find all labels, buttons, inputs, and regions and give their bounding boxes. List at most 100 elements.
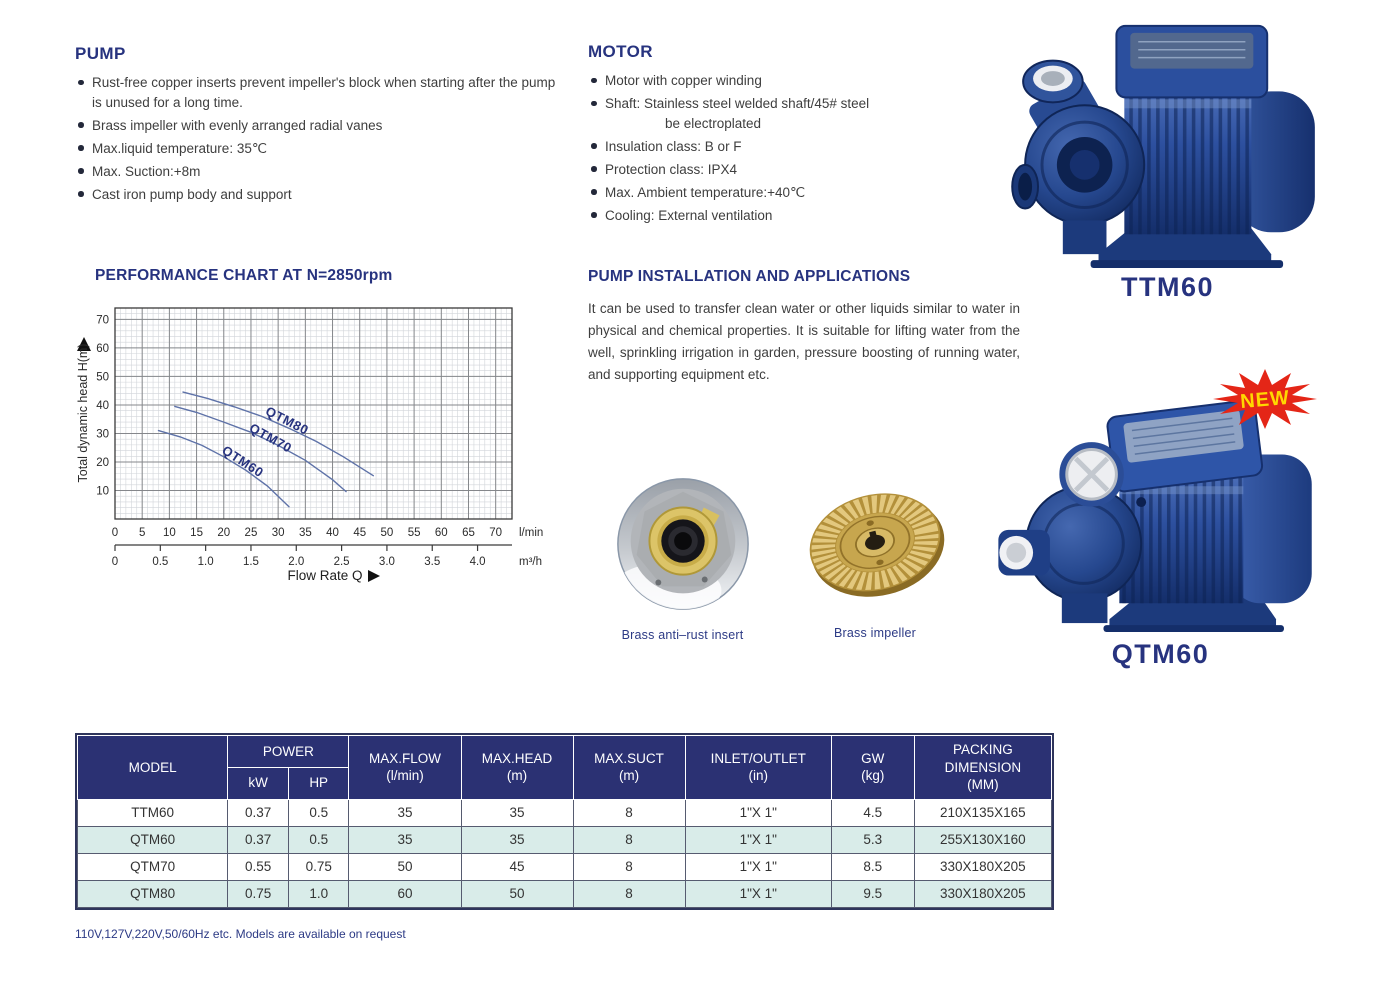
motor-end-cap xyxy=(1234,91,1315,233)
motor-end-cap xyxy=(1229,454,1312,604)
brass-insert-figure: Brass anti–rust insert xyxy=(600,470,765,642)
bullet-item: Motor with copper winding xyxy=(588,71,1028,91)
bullet-item: Cooling: External ventilation xyxy=(588,206,1028,226)
table-cell: 8.5 xyxy=(830,852,915,881)
table-cell: 330X180X205 xyxy=(913,852,1053,881)
motor-section: MOTOR Motor with copper winding Shaft: St… xyxy=(588,42,1028,229)
col-header-max-head: MAX.HEAD (m) xyxy=(460,735,574,800)
bullet-item: Max.liquid temperature: 35℃ xyxy=(75,139,560,159)
table-row: QTM60 0.37 0.5 35 35 8 1"X 1" 5.3 255X130X160 xyxy=(76,825,1053,854)
bullet-item: Max. Ambient temperature:+40℃ xyxy=(588,183,1028,203)
ttm60-figure: TTM60 xyxy=(995,16,1340,303)
table-cell: 4.5 xyxy=(830,798,915,827)
bullet-continuation: be electroplated xyxy=(665,115,762,131)
svg-text:55: 55 xyxy=(408,527,421,539)
table-cell: 255X130X160 xyxy=(913,825,1053,854)
svg-text:3.5: 3.5 xyxy=(424,556,440,568)
svg-text:m³/h: m³/h xyxy=(519,556,542,568)
table-cell: 8 xyxy=(572,879,686,908)
curve-QTM70 xyxy=(174,405,347,493)
col-header-kw: kW xyxy=(227,766,289,800)
table-cell: 0.5 xyxy=(287,798,350,827)
brass-insert-image xyxy=(616,478,749,610)
bullet-item: Protection class: IPX4 xyxy=(588,160,1028,180)
svg-text:0: 0 xyxy=(112,527,118,539)
spec-table-wrap: MODEL POWER MAX.FLOW (l/min) MAX.HEAD (m… xyxy=(75,733,1054,910)
svg-text:2.0: 2.0 xyxy=(288,556,304,568)
y-axis-label: Total dynamic head H(m) xyxy=(76,344,90,483)
curve-label-QTM60: QTM60 xyxy=(219,442,266,480)
col-header-max-suct: MAX.SUCT (m) xyxy=(572,735,686,800)
table-cell: 50 xyxy=(348,852,462,881)
svg-text:3.0: 3.0 xyxy=(379,556,395,568)
table-cell: 330X180X205 xyxy=(913,879,1053,908)
brass-impeller-image xyxy=(809,493,945,597)
table-cell: 0.55 xyxy=(227,852,289,881)
pump-section: PUMP Rust-free copper inserts prevent im… xyxy=(75,44,560,208)
svg-text:10: 10 xyxy=(96,485,109,497)
table-cell: 35 xyxy=(348,798,462,827)
installation-body: It can be used to transfer clean water o… xyxy=(588,301,1020,382)
table-cell: 0.75 xyxy=(287,852,350,881)
svg-text:40: 40 xyxy=(96,400,109,412)
svg-text:70: 70 xyxy=(489,527,502,539)
svg-text:l/min: l/min xyxy=(519,527,543,539)
svg-text:1.5: 1.5 xyxy=(243,556,259,568)
table-cell: 1.0 xyxy=(287,879,350,908)
svg-text:60: 60 xyxy=(96,343,109,355)
table-cell: 210X135X165 xyxy=(913,798,1053,827)
bullet-item: Cast iron pump body and support xyxy=(75,185,560,205)
ttm60-product-image xyxy=(1010,24,1315,269)
voltage-footnote: 110V,127V,220V,50/60Hz etc. Models are a… xyxy=(75,927,406,941)
svg-text:20: 20 xyxy=(96,457,109,469)
table-cell: QTM60 xyxy=(76,825,229,854)
bullet-item: Max. Suction:+8m xyxy=(75,162,560,182)
table-cell: 35 xyxy=(460,798,574,827)
curve-QTM60 xyxy=(157,429,290,508)
bullet-item: Brass impeller with evenly arranged radi… xyxy=(75,116,560,136)
svg-text:10: 10 xyxy=(163,527,176,539)
table-cell: 1"X 1" xyxy=(684,798,832,827)
qtm60-product-image xyxy=(997,399,1312,633)
svg-text:45: 45 xyxy=(353,527,366,539)
table-cell: 8 xyxy=(572,825,686,854)
pump-base xyxy=(1098,228,1271,265)
svg-text:2.5: 2.5 xyxy=(334,556,350,568)
table-cell: 60 xyxy=(348,879,462,908)
qtm60-figure: NEW xyxy=(988,369,1333,670)
table-cell: 35 xyxy=(460,825,574,854)
ttm60-model-label: TTM60 xyxy=(1120,272,1214,302)
new-badge-text: NEW xyxy=(1239,387,1290,413)
table-cell: 0.37 xyxy=(227,798,289,827)
col-header-max-flow: MAX.FLOW (l/min) xyxy=(348,735,462,800)
spec-table: MODEL POWER MAX.FLOW (l/min) MAX.HEAD (m… xyxy=(76,735,1053,908)
col-header-model: MODEL xyxy=(76,735,229,800)
table-cell: 5.3 xyxy=(830,825,915,854)
table-row: TTM60 0.37 0.5 35 35 8 1"X 1" 4.5 210X135X165 xyxy=(76,798,1053,827)
installation-section: PUMP INSTALLATION AND APPLICATIONS It ca… xyxy=(588,268,1020,385)
table-cell: 9.5 xyxy=(830,879,915,908)
svg-text:1.0: 1.0 xyxy=(198,556,214,568)
svg-text:30: 30 xyxy=(96,428,109,440)
svg-text:20: 20 xyxy=(217,527,230,539)
table-cell: 1"X 1" xyxy=(684,825,832,854)
table-cell: 50 xyxy=(460,879,574,908)
svg-text:15: 15 xyxy=(190,527,203,539)
performance-chart-svg: 0 5 10 15 20 25 30 35 40 45 50 55 60 65 70 l/min 10 20 30 4… xyxy=(76,307,543,583)
col-header-gw: GW (kg) xyxy=(830,735,915,800)
chart-title: PERFORMANCE CHART AT N=2850rpm xyxy=(95,267,393,284)
col-header-power: POWER xyxy=(227,735,350,768)
table-cell: 0.5 xyxy=(287,825,350,854)
new-badge-star xyxy=(1213,369,1317,429)
installation-title: PUMP INSTALLATION AND APPLICATIONS xyxy=(588,268,911,285)
motor-section-title: MOTOR xyxy=(588,42,653,61)
brass-impeller-figure: Brass impeller xyxy=(780,478,970,640)
svg-text:35: 35 xyxy=(299,527,312,539)
x-axis-label: Flow Rate Q xyxy=(287,568,362,583)
table-cell: 8 xyxy=(572,798,686,827)
qtm60-model-label: QTM60 xyxy=(1111,639,1210,669)
svg-text:4.0: 4.0 xyxy=(470,556,486,568)
brass-insert-caption: Brass anti–rust insert xyxy=(621,628,744,642)
bullet-item: Rust-free copper inserts prevent impelle… xyxy=(75,73,560,112)
svg-text:70: 70 xyxy=(96,314,109,326)
